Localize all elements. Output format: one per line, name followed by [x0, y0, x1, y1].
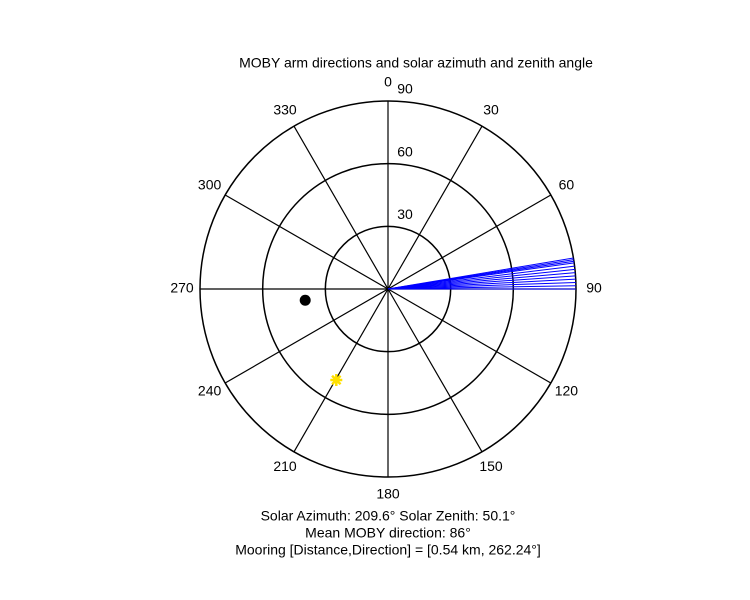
r-tick-label: 30 [397, 206, 413, 222]
grid-spoke [293, 288, 389, 453]
r-tick-label: 60 [397, 143, 413, 159]
theta-tick-label: 270 [170, 280, 194, 296]
theta-tick-label: 150 [479, 458, 503, 474]
arm-line [387, 268, 576, 290]
arm-line [387, 285, 576, 290]
arm-line [387, 272, 576, 290]
theta-tick-label: 120 [555, 383, 579, 399]
theta-tick-label: 90 [586, 280, 602, 296]
arm-line [387, 275, 576, 290]
theta-tick-label: 210 [273, 458, 297, 474]
theta-tick-label: 0 [384, 74, 392, 90]
chart-title: MOBY arm directions and solar azimuth an… [239, 55, 593, 71]
arm-line [387, 262, 575, 290]
annotation: Mooring [Distance,Direction] = [0.54 km,… [235, 542, 541, 558]
arm-line [387, 265, 575, 290]
mooring-point [299, 294, 311, 306]
theta-tick-label: 300 [198, 177, 222, 193]
r-tick-label: 90 [397, 81, 413, 97]
grid-spoke [387, 194, 552, 290]
grid-spoke [387, 125, 483, 290]
grid-spoke [293, 125, 389, 290]
arm-line [387, 281, 576, 290]
theta-tick-label: 330 [273, 101, 297, 117]
grid-spoke [387, 288, 552, 384]
grid-spoke [387, 288, 483, 453]
arm-line [387, 278, 576, 290]
theta-tick-label: 180 [376, 486, 400, 502]
annotation: Solar Azimuth: 209.6° Solar Zenith: 50.1… [261, 508, 516, 524]
sun-point [330, 373, 343, 386]
grid-spoke [224, 288, 389, 384]
theta-tick-label: 60 [559, 177, 575, 193]
annotation: Mean MOBY direction: 86° [305, 525, 471, 541]
theta-tick-label: 240 [198, 383, 222, 399]
grid-spoke [224, 194, 389, 290]
theta-tick-label: 30 [483, 101, 499, 117]
